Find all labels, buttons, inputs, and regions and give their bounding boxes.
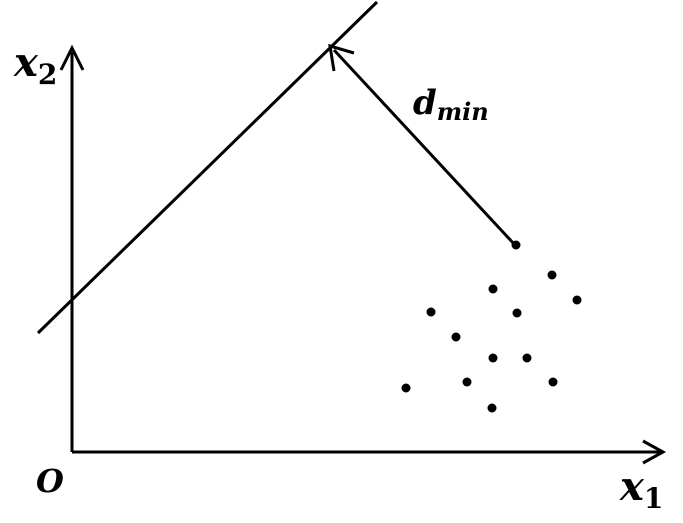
data-point [511,240,521,250]
data-point [488,353,498,363]
data-points [401,240,582,413]
distance-arrow [332,48,517,247]
y-axis-label: x2 [13,39,57,91]
x2-axis-arrowhead [59,44,85,71]
distance-arrowhead [328,43,355,72]
data-point [426,307,436,317]
separating-line [36,0,379,335]
data-point [572,295,582,305]
data-point [547,270,557,280]
x1-axis-arrowhead [642,439,667,465]
data-point [512,308,522,318]
data-point [401,383,411,393]
data-point [488,284,498,294]
x2-axis [59,44,85,452]
origin-label: O [36,462,64,500]
x1-axis [72,439,667,465]
x-axis-label: x1 [619,463,663,515]
data-point [487,403,497,413]
data-point [462,377,472,387]
data-point [522,353,532,363]
data-point [451,332,461,342]
distance-label: dmin [413,83,489,126]
data-point [548,377,558,387]
